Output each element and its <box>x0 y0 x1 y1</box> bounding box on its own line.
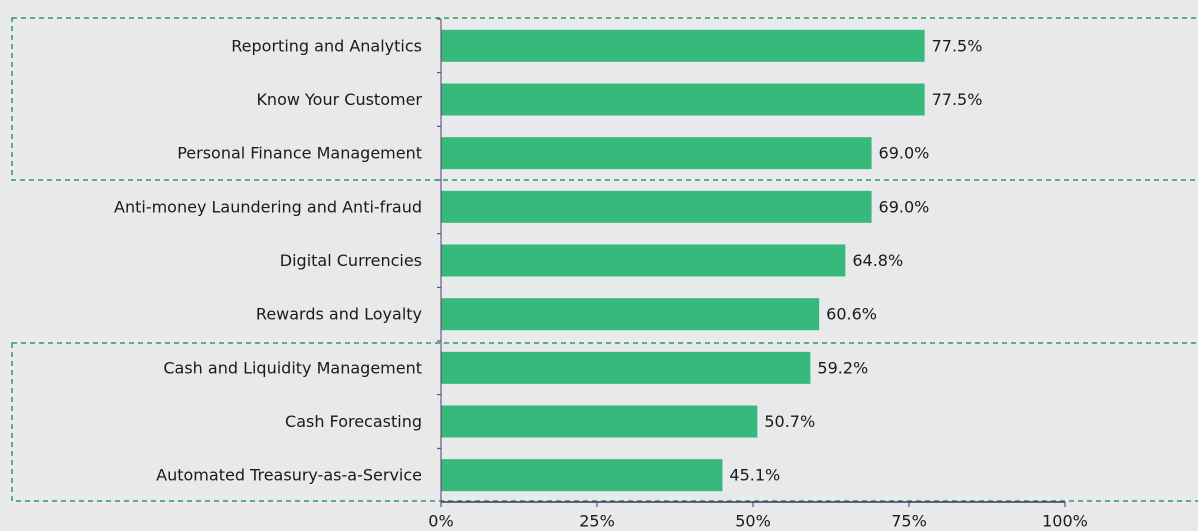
y-tick-label: Digital Currencies <box>280 251 422 270</box>
bar <box>441 29 925 62</box>
y-tick-label: Cash and Liquidity Management <box>163 358 422 377</box>
value-label: 77.5% <box>932 36 983 55</box>
x-tick-label: 50% <box>735 512 771 531</box>
bar <box>441 190 872 223</box>
x-tick-label: 0% <box>428 512 453 531</box>
value-label: 59.2% <box>817 358 868 377</box>
x-tick-label: 25% <box>579 512 615 531</box>
x-tick-label: 75% <box>891 512 927 531</box>
value-label: 77.5% <box>932 90 983 109</box>
bar <box>441 137 872 170</box>
value-label: 50.7% <box>764 412 815 431</box>
y-tick-label: Anti-money Laundering and Anti-fraud <box>114 197 422 216</box>
value-label: 69.0% <box>879 197 930 216</box>
bar <box>441 298 820 331</box>
x-tick-label: 100% <box>1042 512 1088 531</box>
value-label: 60.6% <box>826 305 877 324</box>
y-tick-label: Rewards and Loyalty <box>256 305 422 324</box>
bar <box>441 83 925 116</box>
y-tick-label: Cash Forecasting <box>285 412 422 431</box>
y-tick-label: Reporting and Analytics <box>231 36 422 55</box>
value-label: 69.0% <box>879 144 930 163</box>
y-tick-label: Know Your Customer <box>256 90 422 109</box>
bar <box>441 244 846 277</box>
y-tick-label: Personal Finance Management <box>177 144 422 163</box>
bar <box>441 405 758 438</box>
value-label: 45.1% <box>729 466 780 485</box>
value-label: 64.8% <box>852 251 903 270</box>
bar <box>441 459 723 492</box>
highlight-box <box>11 342 1198 502</box>
y-tick-label: Automated Treasury-as-a-Service <box>156 466 422 485</box>
bar <box>441 351 811 384</box>
highlight-box <box>11 17 1198 181</box>
